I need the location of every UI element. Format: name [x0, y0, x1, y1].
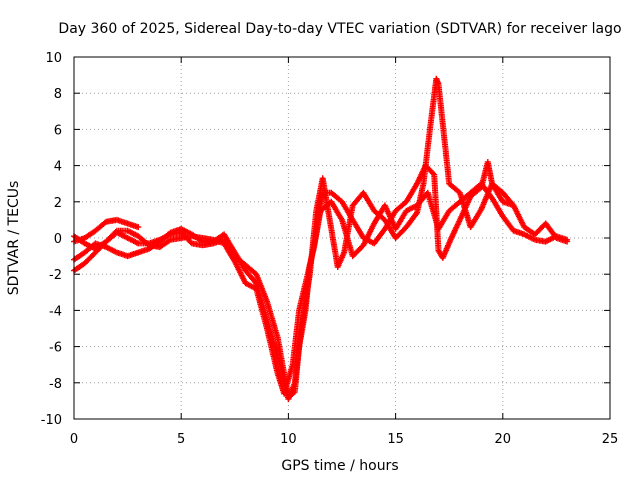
x-tick-label: 20: [495, 432, 512, 447]
y-tick-label: 6: [54, 123, 62, 138]
series-trace-d: [71, 159, 517, 397]
y-tick-label: 10: [45, 51, 62, 66]
y-tick-label: 2: [54, 196, 62, 211]
y-tick-label: -4: [49, 304, 62, 319]
y-tick-label: 4: [54, 160, 62, 175]
data-points: [71, 75, 571, 403]
x-tick-label: 0: [70, 432, 78, 447]
y-tick-label: 0: [54, 232, 62, 247]
plus-marker: [510, 202, 517, 209]
tick-labels: 0 5 10 15 20 25 -10 -8 -6 -4 -2 0 2 4 6 8 10: [41, 51, 619, 447]
plus-marker: [135, 224, 142, 231]
x-axis-label: GPS time / hours: [281, 458, 398, 474]
plus-marker: [112, 229, 119, 235]
plot-frame: [73, 56, 611, 420]
y-tick-label: -6: [49, 341, 62, 356]
y-tick-label: 8: [54, 87, 62, 102]
y-axis-label: SDTVAR / TECUs: [6, 181, 22, 296]
x-tick-label: 15: [387, 432, 404, 447]
y-tick-label: -10: [41, 413, 62, 428]
x-tick-label: 10: [280, 432, 297, 447]
y-tick-label: -8: [49, 377, 62, 392]
y-tick-label: -2: [49, 268, 62, 283]
chart-title: Day 360 of 2025, Sidereal Day-to-day VTE…: [58, 21, 621, 37]
series-trace-c: [71, 75, 571, 403]
plus-marker: [564, 238, 571, 245]
x-tick-label: 5: [177, 432, 185, 447]
plus-marker: [509, 201, 516, 208]
x-tick-label: 25: [602, 432, 619, 447]
